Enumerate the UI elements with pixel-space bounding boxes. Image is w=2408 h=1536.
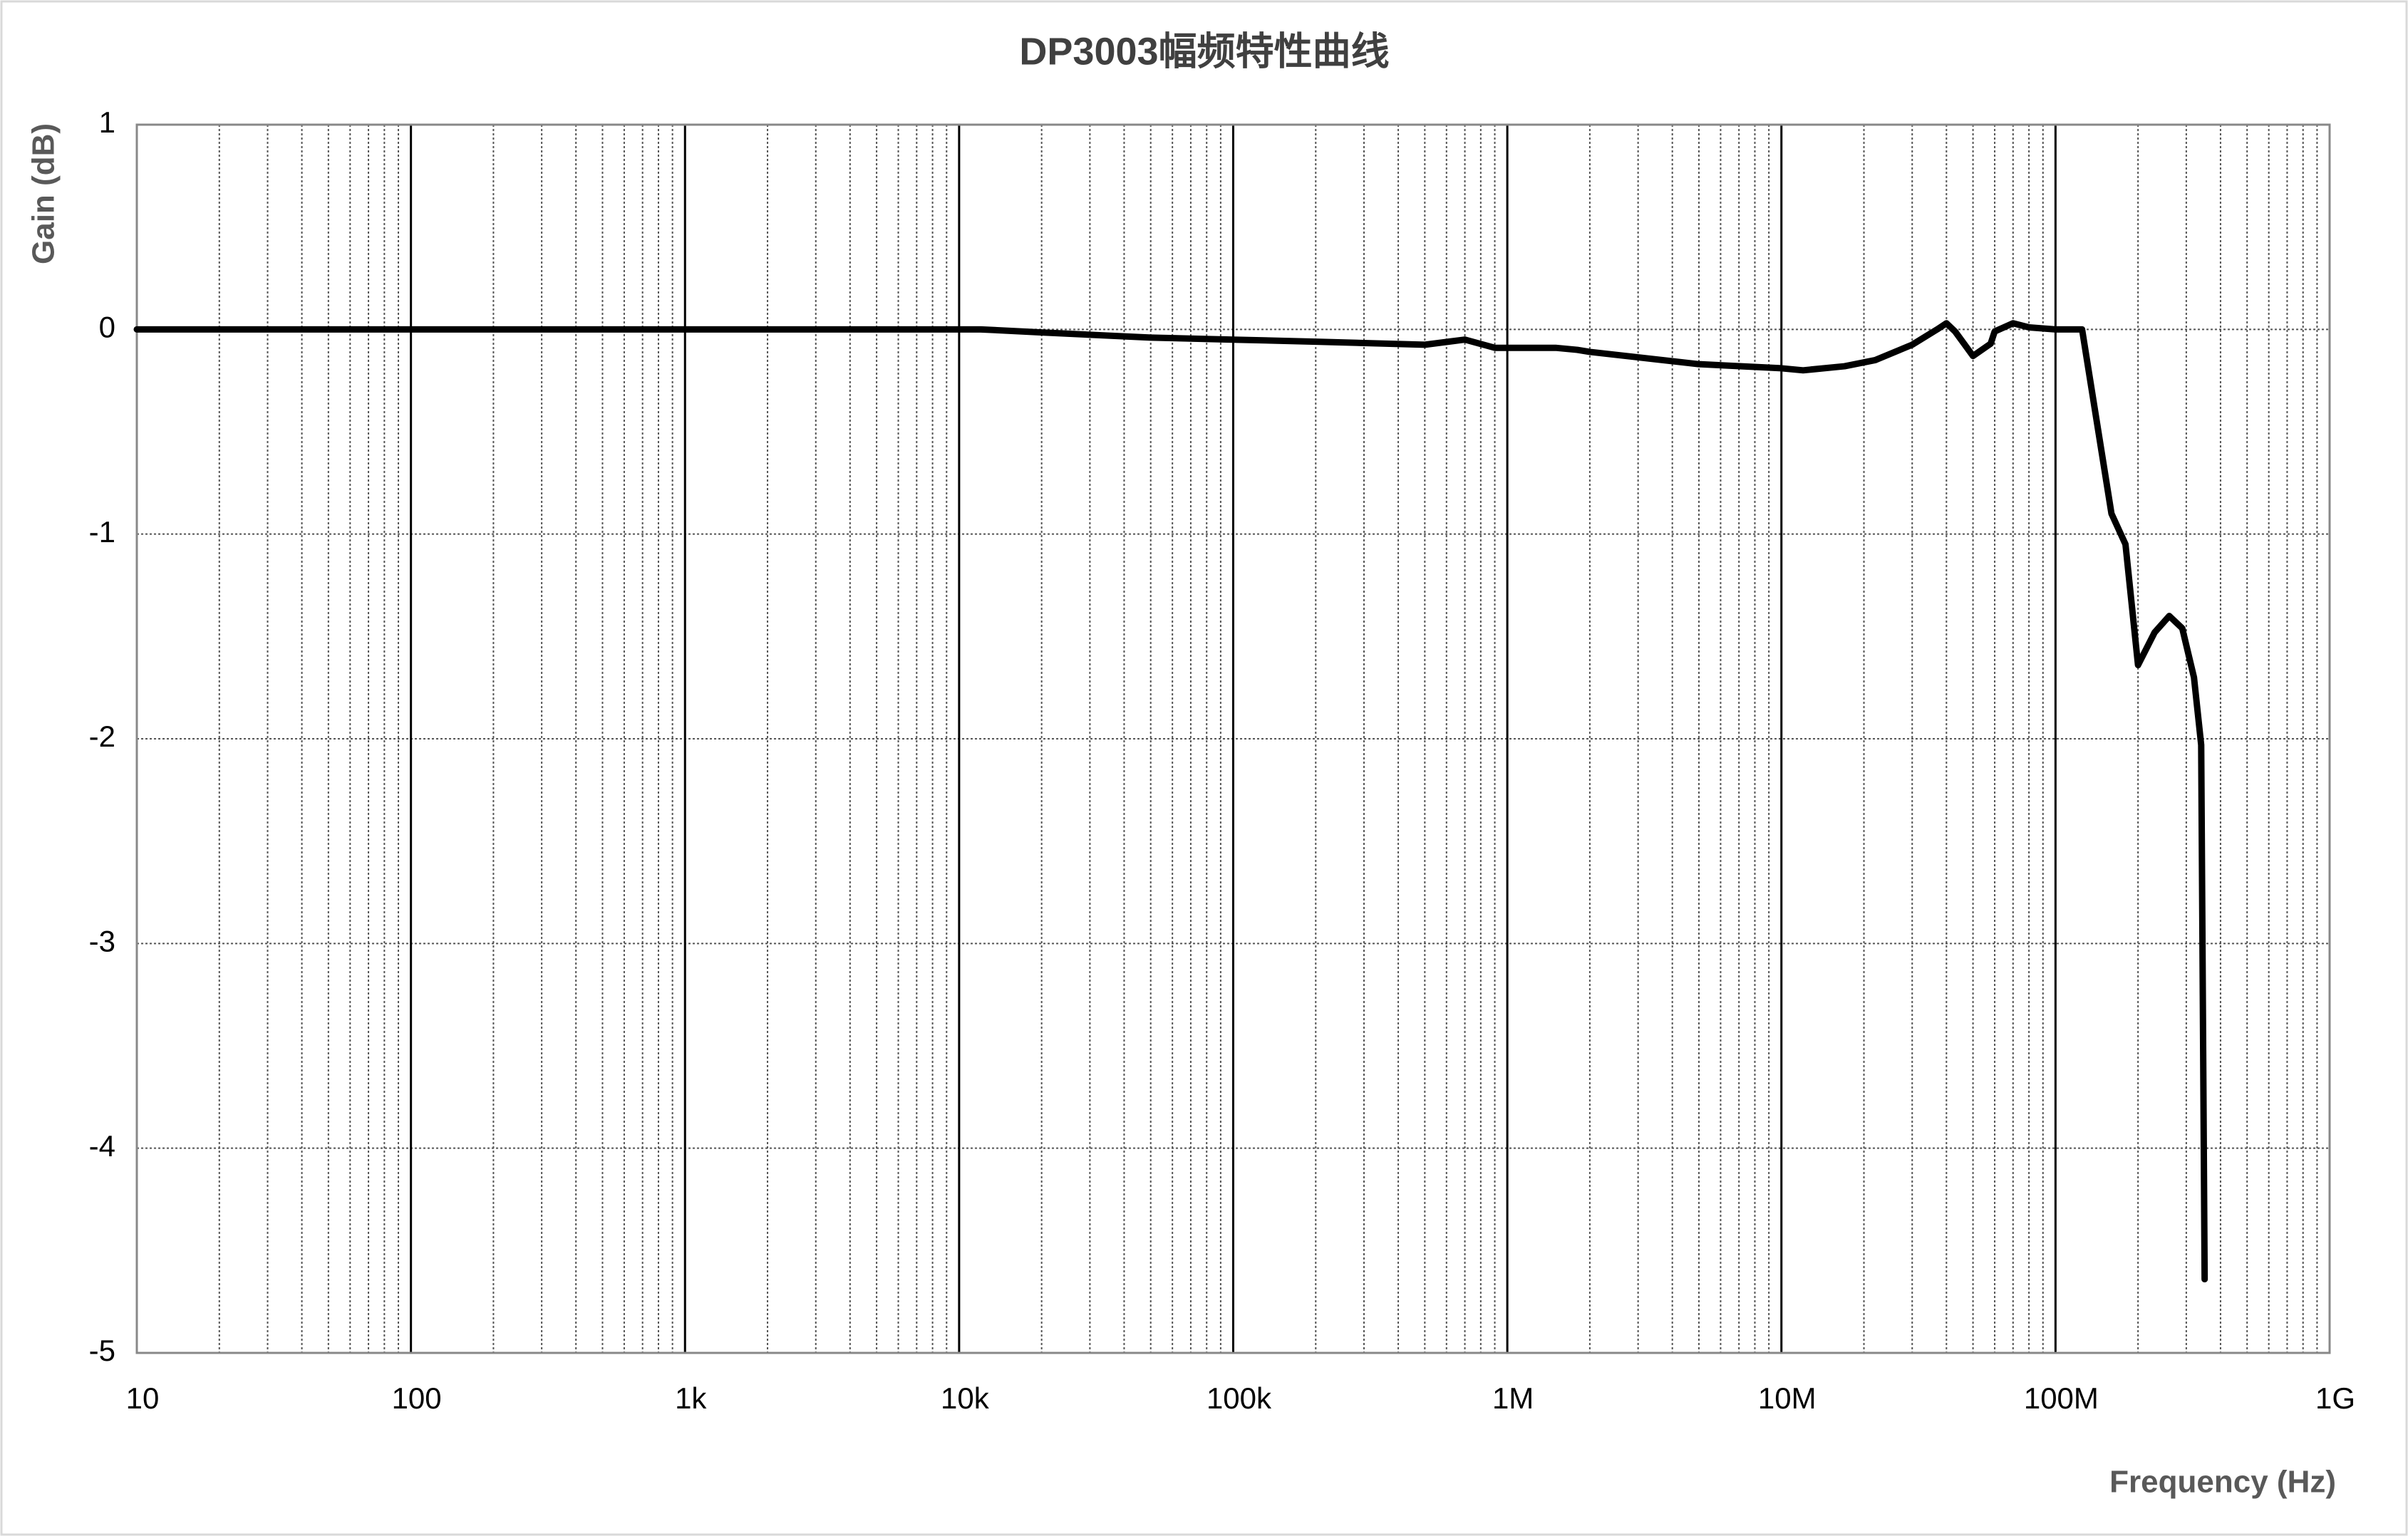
x-tick-label: 100 [392,1381,442,1415]
y-axis-title: Gain (dB) [26,123,61,264]
x-tick-label: 10k [941,1381,990,1415]
x-axis-title: Frequency (Hz) [2109,1465,2336,1500]
data-line [133,320,2208,1283]
plot-area-border [135,123,2331,1354]
y-tick-label: -1 [89,515,115,549]
x-tick-label: 1M [1492,1381,1534,1415]
y-tick-label: -3 [89,924,115,958]
y-tick-label: 1 [99,105,115,139]
y-tick-label: -4 [89,1129,115,1163]
x-tick-label: 100M [2024,1381,2099,1415]
x-tick-label: 1k [675,1381,707,1415]
x-tick-label: 10 [126,1381,160,1415]
x-tick-label: 1G [2315,1381,2355,1415]
y-tick-label: -5 [89,1334,115,1367]
x-tick-label: 100k [1206,1381,1272,1415]
chart-title: DP3003幅频特性曲线 [1019,30,1389,73]
y-tick-label: -2 [89,720,115,753]
x-tick-label: 10M [1758,1381,1817,1415]
y-tick-label: 0 [99,310,115,343]
